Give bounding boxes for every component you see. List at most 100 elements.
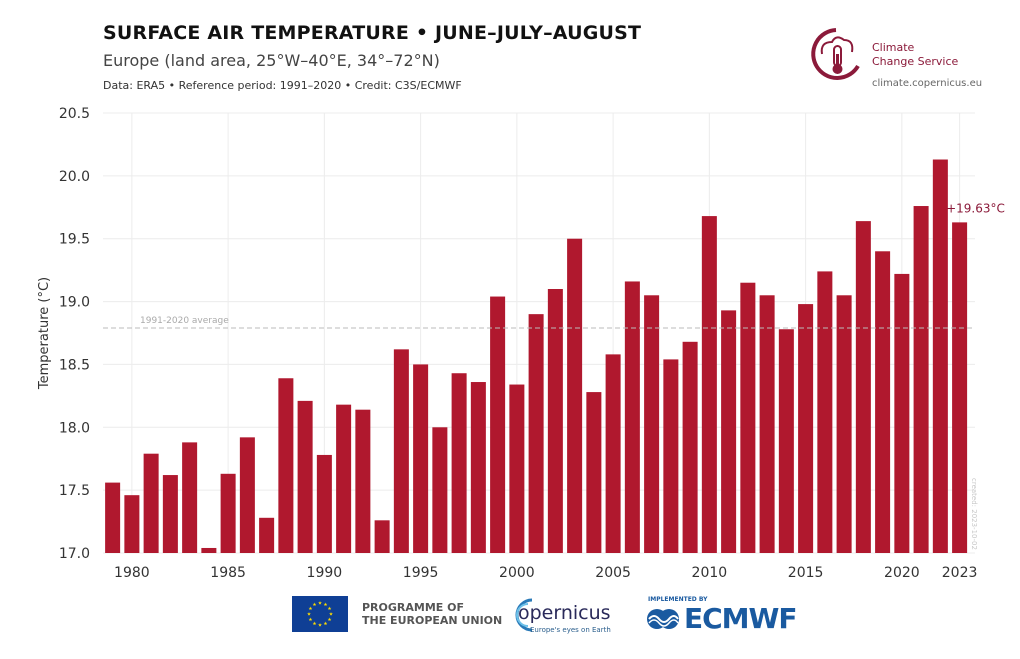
bar-1993 [374,520,390,553]
bar-2016 [817,271,833,553]
ecmwf-logo[interactable]: IMPLEMENTED BY ECMWF [644,594,804,636]
reference-line-label: 1991-2020 average [140,316,229,326]
y-tick-label: 17.0 [59,546,90,562]
bar-1990 [316,454,332,553]
last-value-label: +19.63°C [946,201,1005,215]
copernicus-name: opernicus [518,602,611,624]
eu-line1: PROGRAMME OF [362,601,464,614]
x-tick-label: 2015 [788,565,824,581]
eu-star [327,617,332,622]
bar-1983 [182,442,198,553]
bar-2008 [663,359,679,553]
bar-2011 [721,310,737,553]
bar-1997 [451,373,467,553]
x-tick-label: 1985 [210,565,246,581]
bar-2022 [932,159,948,553]
bar-1988 [278,378,294,553]
logo-text: Climate Change Service [872,41,958,69]
bar-2015 [798,304,814,553]
x-tick-label: 1990 [307,565,343,581]
bar-1981 [143,453,159,553]
created-watermark: created: 2023-10-02 [970,478,978,550]
bar-1979 [105,482,121,553]
bar-1984 [201,547,217,553]
bar-2007 [644,295,660,553]
x-tick-label: 2005 [595,565,631,581]
chart-subtitle: Europe (land area, 25°W–40°E, 34°–72°N) [103,51,440,70]
bar-2020 [894,273,910,553]
eu-star [308,606,313,611]
climate-thermometer-icon [811,28,860,80]
bar-2002 [547,289,563,553]
x-tick-label: 2020 [884,565,920,581]
eu-star [323,602,328,607]
y-tick-label: 20.0 [59,169,90,185]
bar-2013 [759,295,775,553]
footer-logos: PROGRAMME OF THE EUROPEAN UNION opernicu… [0,592,1020,642]
y-tick-label: 17.5 [59,483,90,499]
eu-star [318,601,322,605]
bar-2019 [875,251,891,554]
ecmwf-implemented-by: IMPLEMENTED BY [648,596,708,603]
eu-star [323,621,328,626]
y-tick-label: 18.5 [59,357,90,373]
eu-stars-icon [307,601,333,627]
bar-2004 [586,392,602,553]
eu-star [307,612,311,616]
chart-source: Data: ERA5 • Reference period: 1991–2020… [103,79,462,92]
y-tick-label: 19.0 [59,295,90,311]
bar-2010 [701,216,717,554]
bar-2001 [528,314,544,553]
bar-2003 [567,238,583,553]
bar-2012 [740,282,756,553]
eu-programme-text: PROGRAMME OF THE EUROPEAN UNION [362,601,502,627]
bar-2023 [952,222,968,553]
climate-change-service-logo[interactable]: Climate Change Service climate.copernicu… [806,24,996,94]
bar-1992 [355,409,371,553]
bar-2018 [855,221,871,553]
logo-name-line2: Change Service [872,55,959,68]
y-axis-label: Temperature (°C) [37,277,52,390]
bar-2005 [605,354,621,553]
ecmwf-name: ECMWF [684,602,798,635]
eu-star [308,617,313,622]
bar-1985 [220,473,236,553]
bar-2021 [913,206,929,553]
x-tick-label: 2023 [942,565,978,581]
eu-star [312,621,317,626]
bar-1994 [393,349,409,553]
y-tick-label: 19.5 [59,232,90,248]
bar-1980 [124,495,140,553]
bar-1991 [336,404,352,553]
bar-1995 [413,364,429,553]
eu-star [312,602,317,607]
eu-line2: THE EUROPEAN UNION [362,614,503,627]
copernicus-c-icon [515,598,533,632]
bar-2017 [836,295,852,553]
copernicus-logo[interactable]: opernicus Europe's eyes on Earth [510,594,620,636]
copernicus-tagline: Europe's eyes on Earth [530,626,611,634]
logo-url[interactable]: climate.copernicus.eu [872,78,983,89]
x-tick-label: 1980 [114,565,150,581]
x-tick-label: 2010 [692,565,728,581]
bar-2009 [682,341,698,553]
eu-star [329,612,333,616]
bar-1999 [490,296,506,553]
ecmwf-wave-icon [647,609,679,629]
bar-chart: 17.0 17.5 18.0 18.5 19.0 19.5 20.0 20.5 1980 1985… [37,106,1005,581]
y-tick-label: 20.5 [59,106,90,122]
bar-1989 [297,400,313,553]
bar-1996 [432,427,448,553]
bar-1987 [259,517,275,553]
logo-name-line1: Climate [872,41,915,54]
y-tick-label: 18.0 [59,420,90,436]
bar-2006 [624,281,640,553]
bar-2000 [509,384,525,553]
bar-2014 [778,329,794,553]
eu-star [318,623,322,627]
bar-1998 [470,382,486,553]
bar-1986 [239,437,255,553]
chart-title: SURFACE AIR TEMPERATURE • JUNE–JULY–AUGU… [103,22,642,44]
x-tick-label: 2000 [499,565,535,581]
header: SURFACE AIR TEMPERATURE • JUNE–JULY–AUGU… [103,22,641,92]
